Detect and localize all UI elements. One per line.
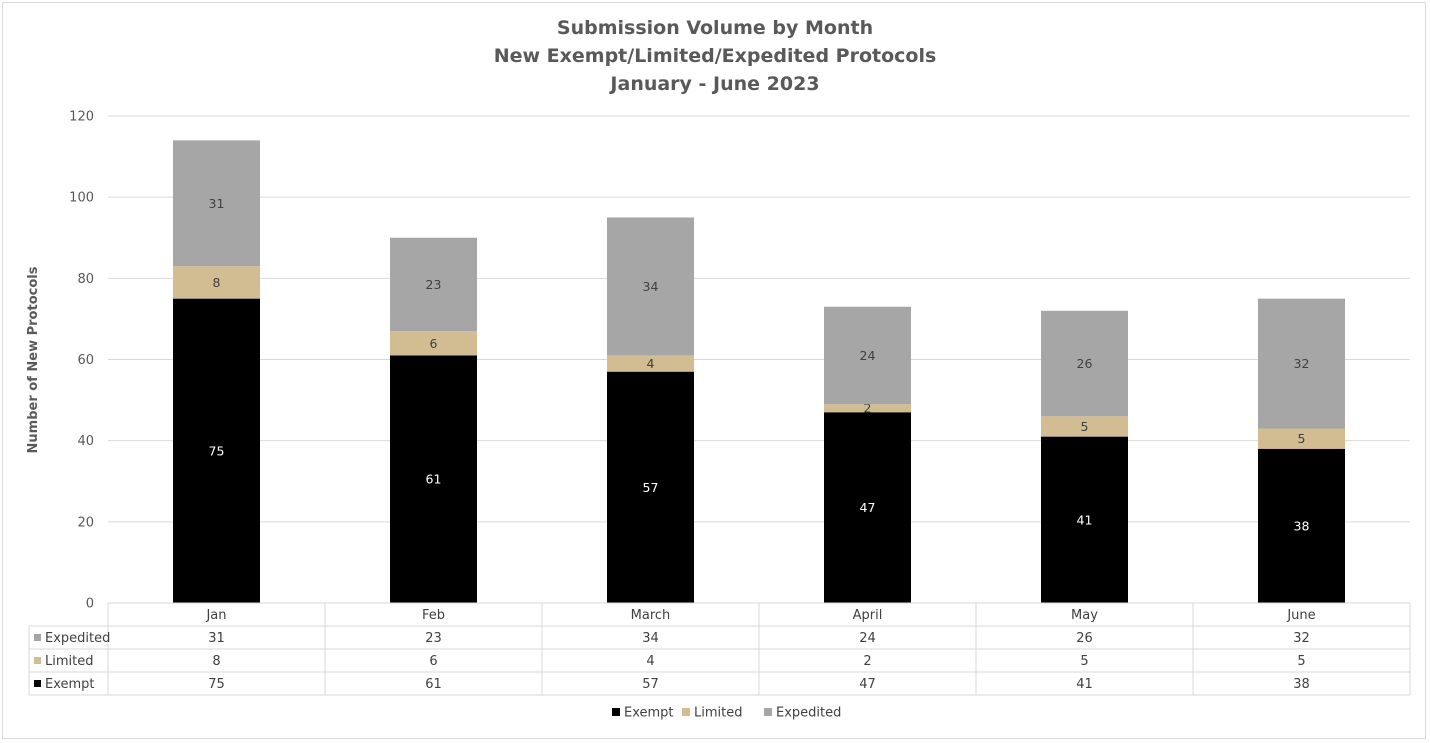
data-label-limited: 2 (864, 401, 872, 416)
table-legend-key (34, 657, 41, 664)
title-line-1: Submission Volume by Month (557, 17, 873, 39)
bar-segment-limited (824, 404, 911, 413)
table-cell: 34 (642, 631, 659, 646)
y-tick-label: 80 (77, 272, 94, 287)
table-cell: 31 (208, 631, 225, 646)
bar-segment-limited (173, 266, 260, 299)
category-label: Jan (205, 608, 226, 623)
title-line-2: New Exempt/Limited/Expedited Protocols (494, 45, 937, 67)
data-label-exempt: 47 (860, 500, 876, 515)
table-cell: 32 (1293, 631, 1310, 646)
table-cell: 5 (1080, 654, 1088, 669)
category-label: June (1286, 608, 1315, 623)
data-label-expedited: 31 (209, 196, 225, 211)
y-tick-label: 40 (77, 434, 94, 449)
category-label: March (631, 608, 671, 623)
category-label: May (1071, 608, 1098, 623)
legend-key-exempt (612, 708, 620, 716)
title-line-3: January - June 2023 (608, 73, 819, 95)
data-label-limited: 5 (1081, 419, 1089, 434)
y-tick-label: 0 (86, 597, 94, 612)
table-cell: 8 (212, 654, 220, 669)
y-axis-ticks: 0 20 40 60 80 100 120 (69, 110, 94, 612)
y-tick-label: 100 (69, 191, 94, 206)
legend: Exempt Limited Expedited (612, 706, 841, 721)
legend-key-expedited (764, 708, 772, 716)
table-cell: 4 (646, 654, 654, 669)
table-cell: 5 (1297, 654, 1305, 669)
table-cell: 41 (1076, 677, 1093, 692)
data-label-expedited: 24 (860, 348, 876, 363)
bars: 75 8 31 61 6 23 57 4 34 47 2 24 41 5 26 38 5 32 (173, 140, 1345, 603)
data-label-exempt: 41 (1077, 512, 1093, 527)
bar-segment-limited (607, 355, 694, 372)
data-label-limited: 8 (213, 275, 221, 290)
category-label: April (853, 608, 883, 623)
legend-label-exempt: Exempt (624, 706, 674, 721)
bar-segment-exempt (607, 371, 694, 603)
data-label-limited: 6 (430, 336, 438, 351)
table-cell: 23 (425, 631, 442, 646)
table-legend-key (34, 634, 41, 641)
bar-segment-expedited (390, 237, 477, 332)
table-row-label: Expedited (45, 631, 110, 646)
bar-segment-expedited (1041, 310, 1128, 417)
data-label-expedited: 26 (1077, 356, 1093, 371)
table-cell: 38 (1293, 677, 1310, 692)
table-row-label: Exempt (45, 677, 95, 692)
y-tick-label: 60 (77, 353, 94, 368)
bar-segment-expedited (607, 217, 694, 356)
table-cell: 26 (1076, 631, 1093, 646)
bar-segment-exempt (1041, 436, 1128, 603)
y-tick-label: 120 (69, 110, 94, 125)
y-tick-label: 20 (77, 515, 94, 530)
bar-segment-expedited (173, 140, 260, 267)
data-label-exempt: 61 (426, 472, 442, 487)
bar-segment-limited (1258, 428, 1345, 449)
data-label-exempt: 38 (1294, 518, 1310, 533)
bar-segment-exempt (1258, 448, 1345, 603)
bar-segment-exempt (173, 298, 260, 603)
table-cell: 24 (859, 631, 876, 646)
gridlines (108, 115, 1410, 604)
data-label-exempt: 57 (643, 480, 659, 495)
legend-key-limited (682, 708, 690, 716)
table-cell: 57 (642, 677, 659, 692)
table-cell: 75 (208, 677, 225, 692)
data-label-limited: 4 (647, 356, 655, 371)
legend-label-limited: Limited (694, 706, 742, 721)
bar-segment-exempt (824, 412, 911, 603)
table-cell: 47 (859, 677, 876, 692)
table-cell: 61 (425, 677, 442, 692)
y-axis-label: Number of New Protocols (26, 266, 41, 453)
data-label-expedited: 32 (1294, 356, 1310, 371)
bar-segment-limited (390, 331, 477, 356)
table-cell: 6 (429, 654, 437, 669)
table-cell: 2 (863, 654, 871, 669)
data-label-expedited: 23 (426, 277, 442, 292)
legend-label-expedited: Expedited (776, 706, 841, 721)
data-label-limited: 5 (1298, 431, 1306, 446)
bar-segment-exempt (390, 355, 477, 603)
category-label: Feb (422, 608, 445, 623)
table-row-label: Limited (45, 654, 93, 669)
table-legend-key (34, 680, 41, 687)
chart-title: Submission Volume by Month New Exempt/Li… (494, 17, 937, 95)
bar-segment-expedited (1258, 298, 1345, 429)
data-label-exempt: 75 (209, 443, 225, 458)
bar-segment-limited (1041, 416, 1128, 437)
bar-segment-expedited (824, 306, 911, 405)
data-label-expedited: 34 (643, 279, 659, 294)
